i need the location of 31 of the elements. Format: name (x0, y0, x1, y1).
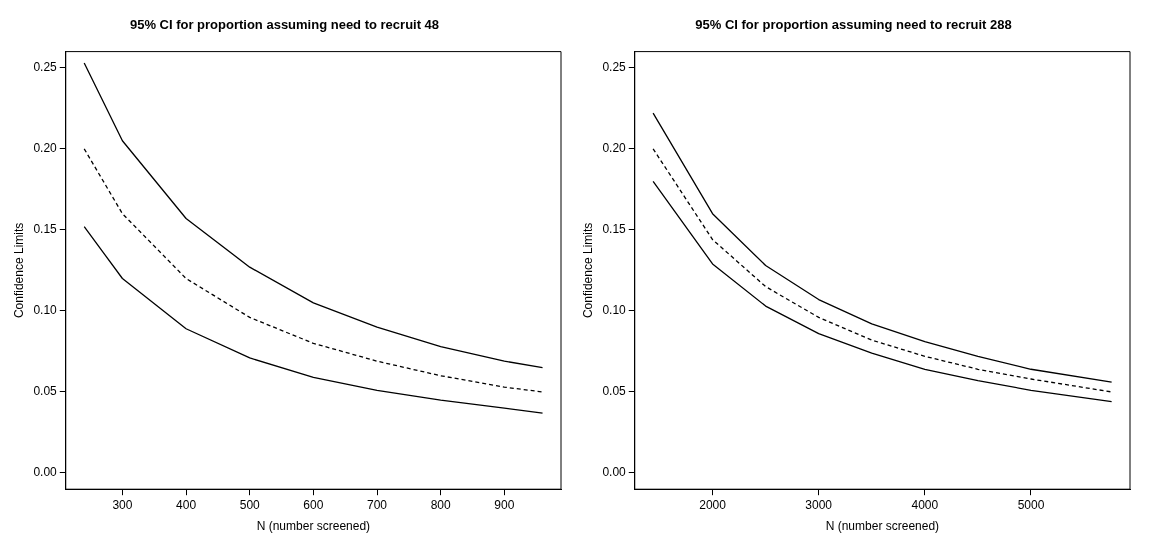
x-axis-title: N (number screened) (825, 519, 940, 534)
y-tick-label: 0.15 (602, 222, 627, 237)
y-tick-label: 0.25 (33, 60, 58, 75)
y-tick-label: 0.00 (602, 465, 627, 480)
x-tick-label: 900 (494, 497, 515, 512)
chart-title: 95% CI for proportion assuming need to recruit 48 (129, 17, 440, 33)
y-tick-label: 0.05 (602, 384, 627, 399)
x-tick-label: 300 (112, 497, 133, 512)
x-tick-label: 400 (176, 497, 197, 512)
line-series (83, 148, 544, 393)
x-tick-label: 3000 (805, 497, 833, 512)
y-tick-label: 0.20 (602, 141, 627, 156)
x-tick-label: 800 (430, 497, 452, 512)
y-tick-label: 0.00 (33, 465, 58, 480)
x-tick-label: 500 (239, 497, 261, 512)
y-tick-label: 0.20 (33, 141, 58, 156)
y-axis-title: Confidence Limits (11, 222, 26, 319)
y-tick-label: 0.15 (33, 222, 58, 237)
x-tick-label: 4000 (911, 497, 939, 512)
line-series (652, 148, 1113, 393)
y-axis-title: Confidence Limits (580, 222, 595, 319)
y-tick-label: 0.10 (602, 303, 627, 318)
x-tick-label: 700 (367, 497, 388, 512)
y-tick-label: 0.25 (602, 60, 627, 75)
y-tick-label: 0.05 (33, 384, 58, 399)
chart-title: 95% CI for proportion assuming need to recruit 288 (695, 17, 1012, 33)
x-axis-title: N (number screened) (256, 519, 371, 534)
y-tick-label: 0.10 (33, 303, 58, 318)
x-tick-label: 600 (303, 497, 324, 512)
x-tick-label: 2000 (699, 497, 727, 512)
x-tick-label: 5000 (1017, 497, 1045, 512)
